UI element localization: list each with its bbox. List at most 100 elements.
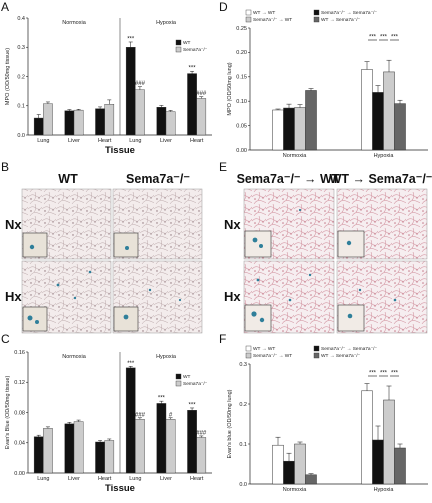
x-tick-label: Liver (160, 138, 172, 144)
x-axis-title: Tissue (105, 145, 135, 156)
bar (187, 73, 197, 136)
bar (125, 367, 136, 474)
x-tick-label: Heart (98, 138, 112, 144)
bar (43, 428, 53, 474)
bar (135, 419, 145, 474)
y-axis-title: MPO (OD/50mg lung) (227, 62, 233, 115)
bar (294, 443, 306, 485)
bar (294, 107, 306, 151)
bar (283, 107, 295, 151)
chart-d-mpo-lung-chimera: 0.00 0.05 0.10 0.15 0.20 0.25 MPO (OD/50mg lun… (227, 9, 428, 159)
y-tick-label: 0.15 (236, 75, 247, 81)
x-tick-label: Heart (98, 476, 112, 482)
y-tick-label: 0.05 (236, 123, 247, 129)
bar (305, 474, 317, 485)
micrograph-panel-e: Sema7a⁻/⁻ → WT WT → Sema7a⁻/⁻ Nx Hx (224, 172, 432, 334)
significance-label: *** (380, 35, 388, 41)
bar (372, 92, 384, 151)
y-tick-label: 0.00 (14, 471, 25, 477)
row-label-e-nx: Nx (224, 217, 241, 232)
significance-label: *** (391, 35, 399, 41)
x-tick-label: Liver (68, 476, 80, 482)
x-tick-label: Heart (190, 138, 204, 144)
y-tick-label: 0.20 (236, 50, 247, 56)
stained-cells-e (251, 208, 397, 323)
bar (95, 108, 105, 136)
inset-b-sema-nx (113, 232, 139, 258)
col-label-b-sema: Sema7a⁻/⁻ (126, 172, 190, 186)
y-axis-title: Evan’s blue (OD/50mg lung) (227, 389, 233, 458)
significance-label: *** (189, 402, 197, 408)
inset-b-wt-nx (22, 232, 48, 258)
x-tick-label: Normoxia (283, 487, 307, 493)
x-tick-label: Lung (129, 138, 141, 144)
significance-label: *** (127, 36, 135, 42)
legend-swatch (175, 373, 182, 380)
significance-label: *** (369, 371, 377, 377)
chart-a-mpo-tissue: 0.0 0.1 0.2 0.3 0.4 MPO (OD/50mg tissue) Normo… (5, 16, 212, 156)
inset-e-wt-to-sema-nx (337, 230, 365, 258)
legend-entry: Sema7a⁻/⁻ → WT (253, 353, 292, 359)
bar (165, 419, 176, 474)
bar (394, 103, 406, 151)
significance-label: # (169, 412, 173, 418)
bar (305, 90, 317, 151)
chart-c-evans-blue-tissue: 0.00 0.04 0.08 0.12 0.16 Evan’s Blue (OD/50mg… (5, 350, 212, 494)
bar (33, 117, 44, 136)
y-tick-label: 0.10 (236, 99, 247, 105)
legend-swatch (245, 9, 252, 16)
bar (73, 421, 84, 474)
chart-f-evans-blue-lung-chimera: 0.0 0.1 0.2 0.3 Evan’s blue (OD/50mg lung) WT… (227, 345, 428, 493)
micrograph-panel-b: WT Sema7a⁻/⁻ Nx Hx (5, 172, 203, 334)
bar (95, 441, 105, 474)
legend-entry: WT → WT (253, 10, 275, 16)
panel-label-f: F (219, 332, 226, 346)
y-tick-label: 0.3 (239, 362, 247, 368)
legend-swatch (245, 345, 252, 352)
legend-swatch (175, 46, 182, 53)
x-tick-label: Lung (37, 476, 49, 482)
significance-label: *** (158, 396, 166, 402)
x-tick-label: Lung (37, 138, 49, 144)
bar (165, 111, 176, 136)
bar (104, 440, 115, 474)
inset-b-wt-hx (22, 306, 48, 332)
bar (64, 110, 75, 136)
legend-swatch (175, 380, 182, 387)
bar (196, 98, 207, 136)
y-tick-label: 0.16 (14, 350, 25, 356)
y-tick-label: 0.0 (239, 482, 247, 488)
group-label-hypoxia: Hypoxia (156, 20, 177, 26)
y-tick-label: 0.12 (14, 380, 25, 386)
panel-label-a: A (1, 0, 9, 14)
row-label-b-nx: Nx (5, 217, 22, 232)
bar (283, 460, 295, 485)
significance-label: ### (196, 430, 207, 436)
bar (135, 89, 145, 136)
significance-label: *** (369, 35, 377, 41)
legend-swatch (313, 16, 320, 23)
col-label-e-wt-to-sema: WT → Sema7a⁻/⁻ (330, 172, 432, 186)
legend-swatch (245, 16, 252, 23)
y-tick-label: 0.25 (236, 26, 247, 32)
y-tick-label: 0.04 (14, 441, 25, 447)
bar (125, 47, 136, 136)
legend-entry: Sema7a⁻/⁻ → WT (253, 17, 292, 23)
bar (156, 107, 167, 136)
legend-entry: WT (183, 374, 191, 380)
bar (43, 103, 53, 136)
row-label-e-hx: Hx (224, 289, 241, 304)
legend-swatch (313, 9, 320, 16)
panel-label-b: B (1, 160, 9, 174)
col-label-b-wt: WT (58, 172, 78, 186)
x-axis-title: Tissue (105, 483, 135, 494)
legend-entry: Sema7a⁻/⁻ → Sema7a⁻/⁻ (321, 346, 377, 352)
bar (361, 69, 373, 151)
bar (73, 109, 84, 136)
y-tick-label: 0.3 (17, 45, 25, 51)
bar (104, 104, 115, 136)
y-tick-label: 0.08 (14, 410, 25, 416)
bar (187, 410, 197, 474)
bar (372, 439, 384, 485)
group-label-normoxia: Normoxia (62, 20, 86, 26)
